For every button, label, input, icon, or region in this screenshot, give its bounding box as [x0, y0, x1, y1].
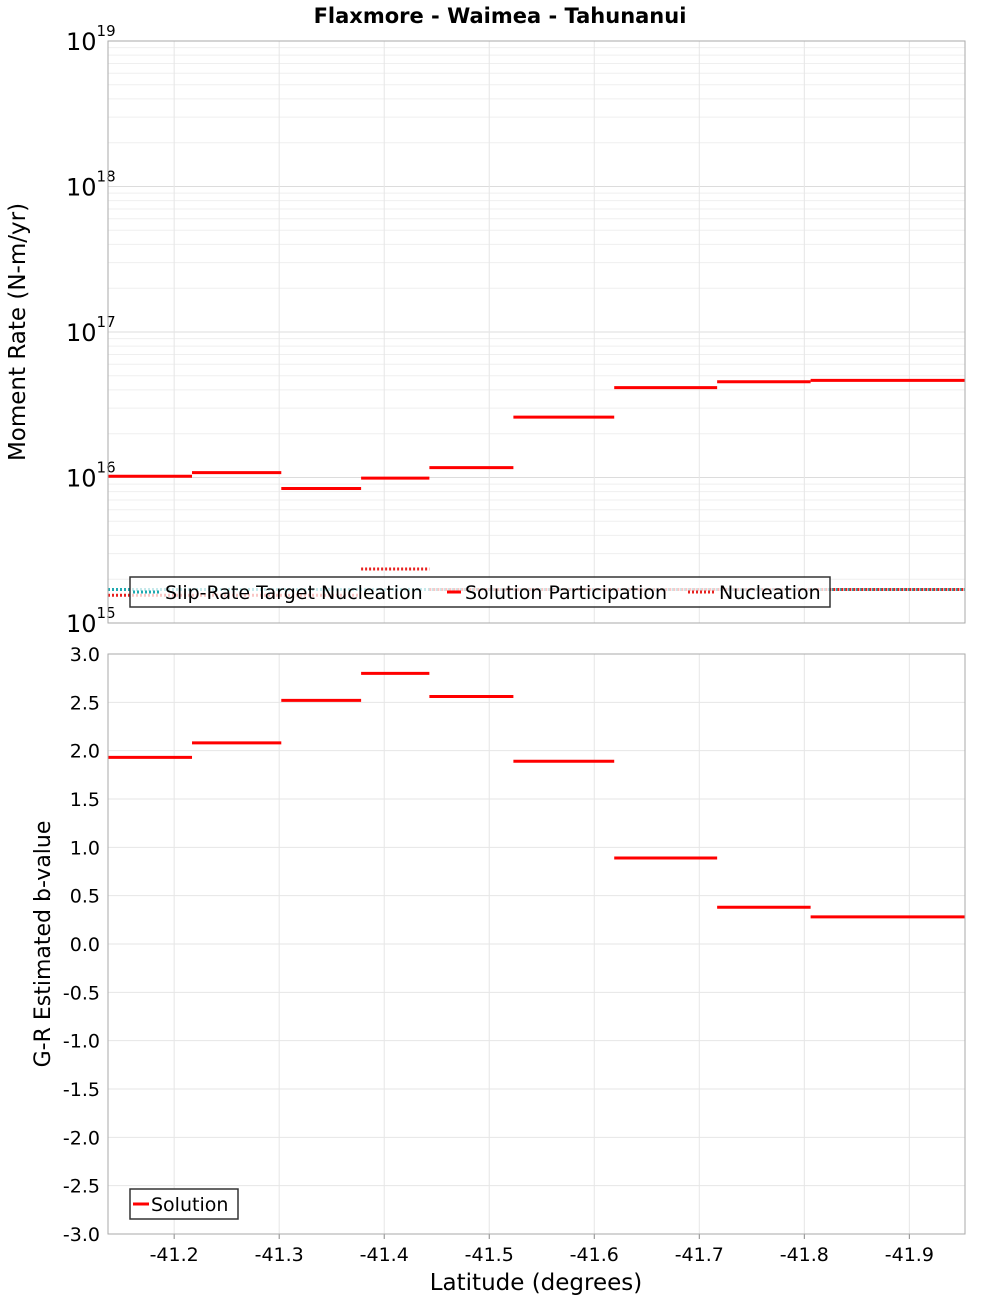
plot-frame	[107, 40, 966, 624]
y-tick-label: 1017	[66, 313, 116, 347]
legend: Slip-Rate Target Nucleation Solution Part…	[129, 576, 831, 608]
y-tick-label: -1.0	[63, 1031, 100, 1053]
chart-title: Flaxmore - Waimea - Tahunanui	[314, 4, 687, 28]
x-tick-label: -41.4	[360, 1244, 409, 1266]
y-tick-label: 3.0	[70, 644, 100, 666]
y-tick-label: 1.5	[70, 789, 100, 811]
legend-label: Slip-Rate Target Nucleation	[165, 582, 423, 604]
legend-label: Solution	[151, 1194, 228, 1216]
x-tick-label: -41.6	[570, 1244, 619, 1266]
y-tick-label: 1018	[66, 168, 116, 202]
y-tick-label: -2.5	[63, 1176, 100, 1198]
moment-rate-plot: 1015 1016 1017 1018 1019 Slip-Rate Target Nuc…	[5, 22, 966, 638]
legend-label: Nucleation	[719, 582, 821, 604]
x-tick-label: -41.7	[675, 1244, 724, 1266]
y-tick-label: 1016	[66, 459, 116, 493]
y-tick-label: 0.5	[70, 886, 100, 908]
x-axis-label: Latitude (degrees)	[430, 1270, 643, 1296]
y-tick-label: 2.5	[70, 692, 100, 714]
y-tick-label: 2.0	[70, 741, 100, 763]
x-tick-label: -41.9	[885, 1244, 934, 1266]
y-tick-label: -1.5	[63, 1079, 100, 1101]
plot-frame	[107, 653, 966, 1235]
x-tick-label: -41.3	[255, 1244, 304, 1266]
legend-label: Solution Participation	[465, 582, 667, 604]
x-tick-label: -41.2	[150, 1244, 199, 1266]
legend: Solution	[129, 1188, 239, 1220]
y-tick-label: -0.5	[63, 982, 100, 1004]
y-tick-label: -3.0	[63, 1224, 100, 1246]
y-tick-label: 0.0	[70, 934, 100, 956]
x-tick-label: -41.8	[780, 1244, 829, 1266]
y-tick-label: -2.0	[63, 1127, 100, 1149]
y-tick-label: 1.0	[70, 837, 100, 859]
b-value-plot: 3.0 2.5 2.0 1.5 1.0 0.5 0.0 -0.5 -1.0 -1.5 -2.0 -2.…	[31, 644, 966, 1296]
y-axis-label: G-R Estimated b-value	[31, 821, 56, 1068]
x-tick-label: -41.5	[465, 1244, 514, 1266]
y-axis-label: Moment Rate (N-m/yr)	[5, 203, 31, 461]
y-tick-label: 1015	[66, 604, 116, 638]
y-tick-label: 1019	[66, 22, 116, 56]
